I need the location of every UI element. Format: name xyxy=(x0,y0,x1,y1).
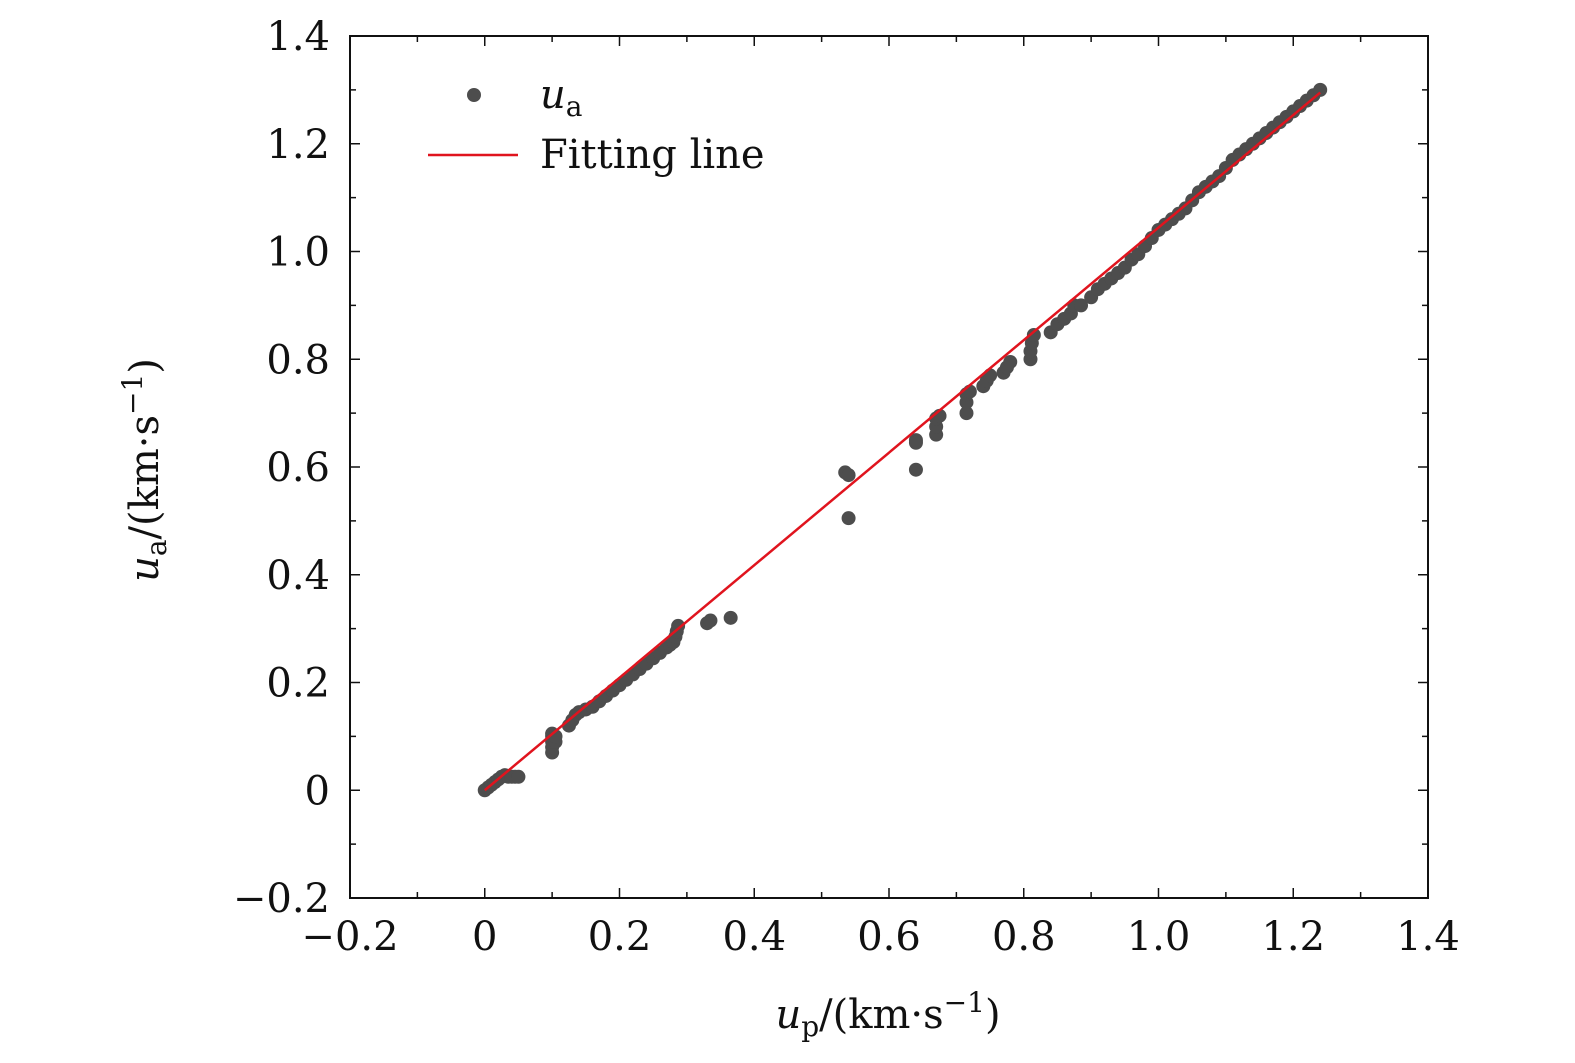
legend: ua Fitting line xyxy=(428,72,765,178)
x-tick-label: 0.8 xyxy=(992,914,1056,960)
x-tick-label: −0.2 xyxy=(301,914,398,960)
y-axis-title-sup: −1 xyxy=(116,374,149,415)
x-tick-label: 0.6 xyxy=(857,914,921,960)
y-tick-label: 0.6 xyxy=(266,445,330,491)
x-axis-title-sub: p xyxy=(801,1010,819,1043)
data-point xyxy=(1313,82,1328,97)
x-tick-label: 1.2 xyxy=(1261,914,1325,960)
series-layer xyxy=(477,82,1328,798)
x-axis-title-unit: /(km·s xyxy=(819,992,944,1038)
fitting-line xyxy=(483,91,1322,792)
legend-label-ua: ua xyxy=(540,72,582,123)
x-tick-label: 1.4 xyxy=(1396,914,1460,960)
data-point xyxy=(703,613,718,628)
x-axis: −0.2 0 0.2 0.4 0.6 0.8 1.0 1.2 1.4 xyxy=(301,36,1460,960)
y-tick-label: −0.2 xyxy=(233,876,330,922)
y-axis-title-sub: a xyxy=(140,539,173,556)
legend-marker-ua xyxy=(467,88,481,102)
x-tick-label: 0.2 xyxy=(588,914,652,960)
y-axis-title-unit: /(km·s xyxy=(122,415,168,540)
y-tick-label: 0.8 xyxy=(266,337,330,383)
y-axis-title-base: u xyxy=(122,556,168,582)
x-axis-title-base: u xyxy=(775,992,801,1038)
data-point xyxy=(841,468,856,483)
x-axis-title-sup: −1 xyxy=(944,986,985,1019)
x-axis-title-close: ) xyxy=(985,992,1001,1038)
y-tick-label: 0 xyxy=(305,768,330,814)
y-tick-label: 1.0 xyxy=(266,230,330,276)
legend-label-ua-sub: a xyxy=(566,90,583,123)
y-tick-label: 0.4 xyxy=(266,553,330,599)
y-tick-label: 0.2 xyxy=(266,661,330,707)
data-point xyxy=(983,368,998,383)
data-point xyxy=(511,769,526,784)
x-tick-label: 0.4 xyxy=(722,914,786,960)
y-axis-title-close: ) xyxy=(122,358,168,374)
y-axis: −0.2 0 0.2 0.4 0.6 0.8 1.0 1.2 1.4 xyxy=(233,14,1428,922)
legend-label-ua-base: u xyxy=(540,72,566,118)
data-point xyxy=(723,610,738,625)
x-tick-label: 0 xyxy=(472,914,497,960)
data-point xyxy=(959,406,974,421)
data-point xyxy=(671,618,686,633)
data-point xyxy=(1003,354,1018,369)
data-point xyxy=(841,511,856,526)
y-tick-label: 1.4 xyxy=(266,14,330,60)
x-tick-label: 1.0 xyxy=(1127,914,1191,960)
y-tick-label: 1.2 xyxy=(266,122,330,168)
data-point xyxy=(908,462,923,477)
y-axis-title: ua/(km·s−1) xyxy=(116,358,173,582)
legend-label-fitting-line: Fitting line xyxy=(540,132,765,178)
x-axis-title: up/(km·s−1) xyxy=(775,986,1000,1043)
data-point xyxy=(908,435,923,450)
data-point xyxy=(1074,298,1089,313)
data-point xyxy=(1026,328,1041,343)
